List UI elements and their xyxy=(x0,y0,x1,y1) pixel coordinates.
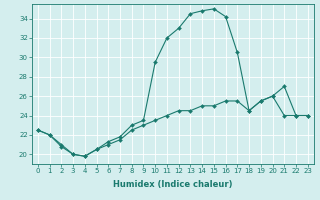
X-axis label: Humidex (Indice chaleur): Humidex (Indice chaleur) xyxy=(113,180,233,189)
